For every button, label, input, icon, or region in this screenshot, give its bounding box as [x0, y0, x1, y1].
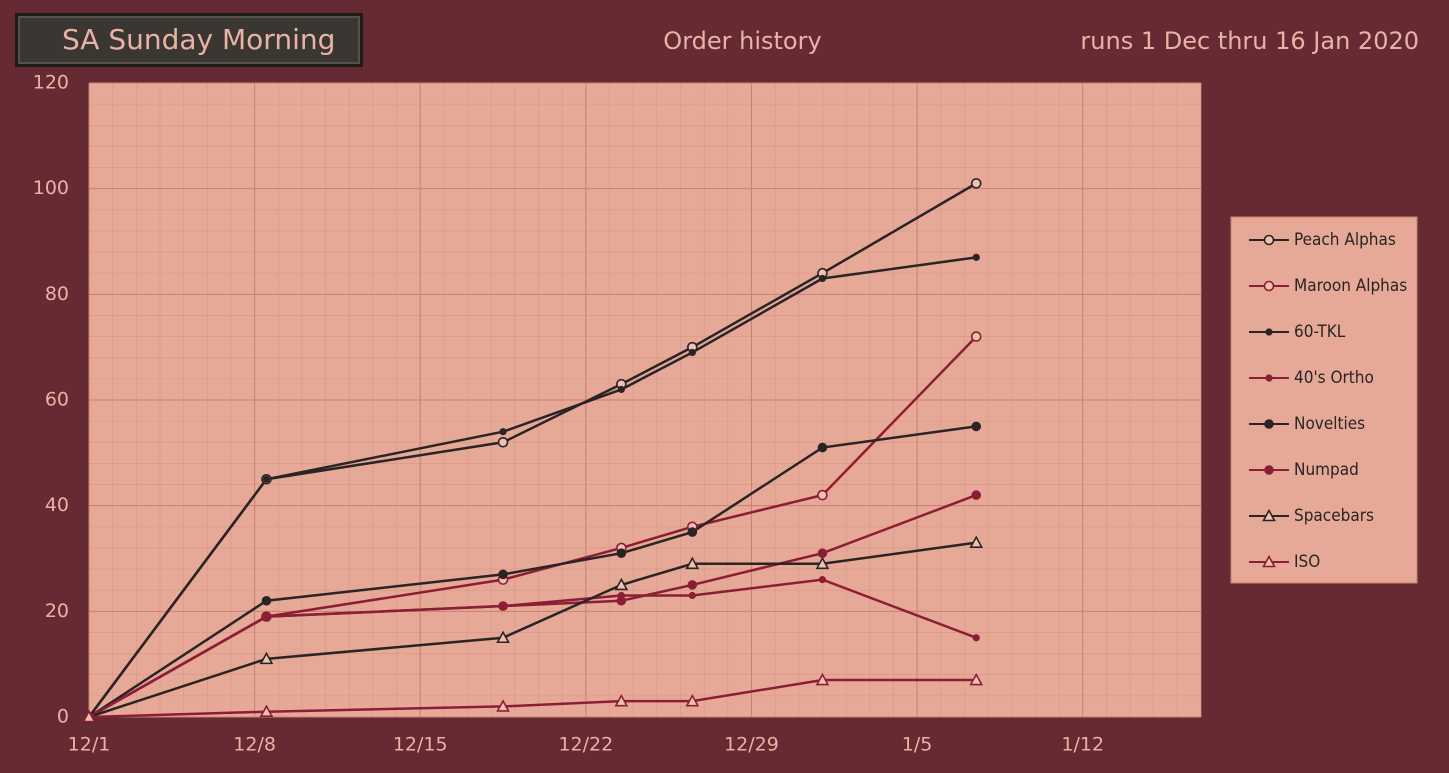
- marker: [970, 178, 982, 189]
- marker: [1264, 419, 1274, 429]
- marker: [972, 253, 980, 261]
- y-tick-label: 20: [45, 600, 69, 622]
- x-tick-label: 1/12: [1061, 734, 1104, 756]
- marker: [259, 704, 274, 718]
- marker: [497, 436, 509, 448]
- marker: [1265, 328, 1273, 336]
- marker: [614, 693, 629, 707]
- legend-label: Peach Alphas: [1294, 230, 1396, 250]
- marker: [815, 672, 830, 686]
- x-tick-label: 12/1: [68, 734, 111, 756]
- x-tick-label: 12/22: [558, 734, 613, 756]
- y-tick-label: 100: [33, 177, 69, 199]
- legend-box: [1230, 216, 1418, 584]
- badge: SA Sunday Morning: [15, 13, 363, 67]
- marker: [817, 489, 828, 501]
- y-tick-label: 40: [45, 494, 69, 516]
- legend-label: ISO: [1294, 552, 1320, 572]
- marker: [262, 475, 271, 483]
- subtitle: runs 1 Dec thru 16 Jan 2020: [1080, 27, 1419, 55]
- marker: [616, 595, 627, 606]
- marker: [499, 428, 507, 436]
- y-tick-label: 60: [45, 389, 69, 411]
- marker: [82, 709, 96, 723]
- marker: [1263, 280, 1275, 292]
- marker: [972, 634, 980, 642]
- marker: [685, 556, 700, 570]
- x-tick-label: 12/29: [724, 734, 779, 756]
- marker: [687, 527, 698, 537]
- marker: [969, 535, 984, 548]
- legend-label: 40's Ortho: [1294, 368, 1374, 388]
- marker: [498, 601, 508, 611]
- marker: [496, 699, 510, 712]
- marker: [616, 548, 627, 559]
- marker: [970, 331, 982, 342]
- marker: [261, 611, 272, 622]
- marker: [685, 693, 700, 707]
- marker: [687, 580, 698, 590]
- marker: [815, 556, 830, 570]
- marker: [617, 385, 625, 394]
- marker: [818, 576, 827, 584]
- legend-label: Maroon Alphas: [1294, 276, 1407, 296]
- legend-label: Numpad: [1294, 460, 1359, 480]
- legend-label: Novelties: [1294, 414, 1365, 434]
- y-tick-label: 80: [45, 283, 69, 305]
- marker: [971, 490, 982, 500]
- marker: [971, 421, 982, 432]
- marker: [1265, 374, 1273, 382]
- marker: [1262, 508, 1276, 522]
- marker: [496, 630, 510, 644]
- marker: [969, 672, 984, 686]
- marker: [1262, 554, 1276, 568]
- marker: [818, 274, 827, 283]
- x-tick-label: 12/8: [233, 734, 276, 756]
- marker: [817, 548, 828, 559]
- y-tick-label: 120: [33, 72, 69, 94]
- y-tick-label: 0: [57, 706, 69, 728]
- x-tick-label: 1/5: [902, 734, 933, 756]
- marker: [688, 348, 696, 357]
- marker: [817, 442, 828, 453]
- marker: [1264, 465, 1274, 475]
- chart-title: Order history: [663, 27, 822, 55]
- marker: [614, 577, 629, 591]
- marker: [688, 591, 696, 600]
- legend-label: 60-TKL: [1294, 322, 1346, 342]
- marker: [261, 595, 272, 606]
- marker: [498, 569, 508, 580]
- marker: [1263, 234, 1275, 246]
- marker: [259, 651, 274, 665]
- x-tick-label: 12/15: [393, 734, 448, 756]
- legend-label: Spacebars: [1294, 506, 1374, 526]
